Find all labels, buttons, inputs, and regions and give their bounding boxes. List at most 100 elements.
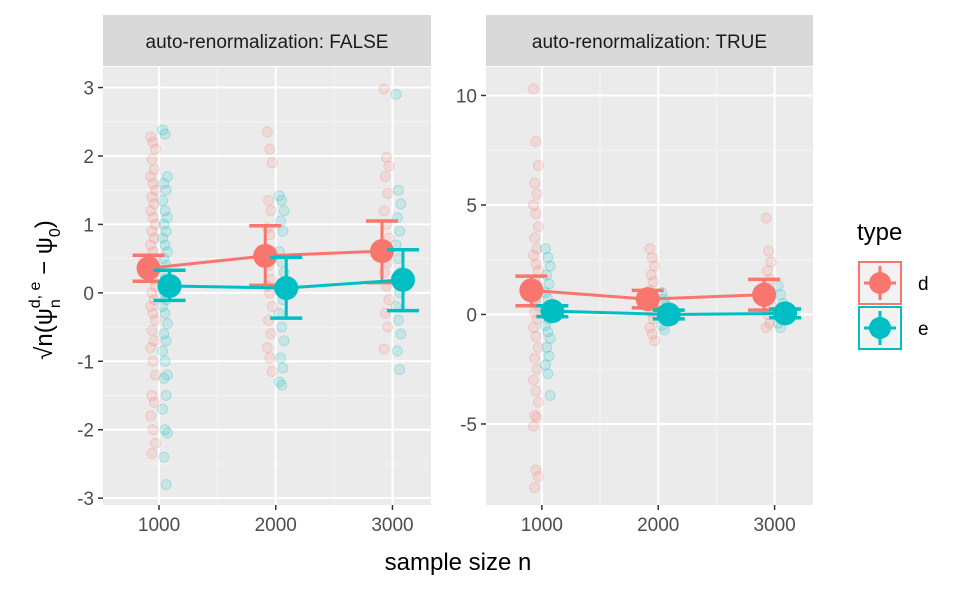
raw-point-e [159,205,171,217]
y-tick-label: 0 [466,305,477,326]
raw-point-e [392,184,404,196]
raw-point-d [148,164,160,176]
raw-point-e [159,239,171,251]
x-tick-label: 3000 [753,515,795,536]
raw-point-d [527,199,539,211]
raw-point-d [527,83,539,95]
raw-point-e [391,345,403,357]
raw-point-d [529,352,541,364]
raw-point-d [149,143,161,155]
raw-point-d [147,307,159,319]
raw-point-e [277,225,289,237]
raw-point-e [278,335,290,347]
raw-point-e [160,225,172,237]
raw-point-e [543,350,555,362]
raw-point-d [146,448,158,460]
raw-point-e [158,177,170,189]
raw-point-e [541,341,553,353]
raw-point-d [145,301,157,313]
mean-point-d [253,243,278,268]
panel-2: auto-renormalization: TRUE -5 0 5 10 1000 2000… [456,15,813,536]
raw-point-e [544,390,556,401]
raw-point-d [149,437,161,449]
raw-point-d [383,160,395,172]
x-tick-label: 1000 [521,515,563,536]
raw-point-d [531,243,543,255]
x-axis-title: sample size n [385,549,532,576]
raw-point-e [161,427,173,439]
y-tick-label: 2 [83,147,94,168]
raw-point-d [148,198,160,210]
raw-point-e [159,128,171,140]
raw-point-d [645,269,657,281]
raw-point-e [160,335,172,347]
raw-point-d [148,396,160,408]
y-tick-label: 1 [83,215,94,236]
raw-point-e [273,190,285,202]
strip-label: auto-renormalization: FALSE [146,32,389,53]
raw-point-d [149,314,161,326]
raw-point-d [264,143,276,155]
raw-point-d [145,171,157,182]
raw-point-d [529,409,541,421]
raw-point-e [157,345,169,357]
raw-point-d [531,363,543,375]
raw-point-d [146,324,158,336]
raw-point-d [145,239,157,251]
legend-label-d: d [918,274,929,295]
raw-point-e [157,194,169,206]
raw-point-e [395,198,407,210]
strip-background [486,15,813,66]
raw-point-d [146,390,158,401]
raw-point-e [542,368,554,380]
raw-point-d [147,424,159,436]
raw-point-d [379,171,391,182]
raw-point-d [761,265,773,277]
raw-point-d [263,194,275,206]
x-tick-label: 2000 [255,515,297,536]
legend-item-d: d [858,261,929,305]
raw-point-d [532,160,544,172]
raw-point-e [160,478,172,490]
raw-point-d [265,328,277,340]
raw-point-d [145,131,157,143]
raw-point-d [146,191,158,203]
raw-point-d [147,212,159,224]
raw-point-e [544,333,556,345]
raw-point-e [539,359,551,371]
raw-point-e [542,252,554,264]
raw-point-d [380,151,392,163]
raw-point-e [276,379,288,391]
raw-point-d [647,276,659,288]
raw-point-d [147,177,159,189]
raw-point-d [145,205,157,217]
raw-point-d [530,208,542,220]
raw-point-e [161,171,173,182]
raw-point-e [278,205,290,217]
raw-point-e [275,352,287,364]
raw-point-d [646,328,658,340]
mean-point-e [274,276,299,301]
y-tick-label: 0 [83,284,94,305]
raw-point-e [158,328,170,340]
raw-point-d [147,136,159,148]
mean-point-e [773,301,798,326]
raw-point-d [266,301,278,313]
mean-point-d [752,282,777,307]
y-tick-label: -3 [77,489,94,510]
raw-point-e [157,124,169,136]
y-tick-label: 3 [83,79,94,100]
raw-point-d [527,322,539,334]
x-tick-label: 2000 [637,515,679,536]
raw-point-e [392,314,404,326]
raw-point-e [390,88,402,100]
legend: type d e [857,219,929,350]
raw-point-e [543,278,555,290]
raw-point-d [145,410,157,422]
y-axis-title: √n(ψnd, e − ψ0) [27,220,64,360]
y-tick-label: 5 [466,196,477,217]
raw-point-e [277,362,289,374]
raw-point-e [161,369,173,381]
